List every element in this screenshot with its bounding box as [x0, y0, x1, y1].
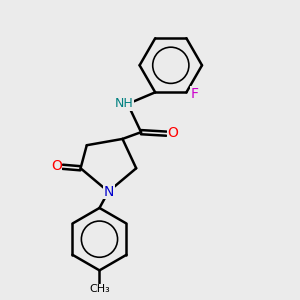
Text: N: N [104, 184, 114, 199]
Text: O: O [51, 159, 62, 173]
Text: N: N [104, 184, 114, 199]
Text: O: O [167, 126, 178, 140]
Text: CH₃: CH₃ [89, 284, 110, 294]
Text: F: F [191, 87, 199, 101]
Text: NH: NH [115, 97, 134, 110]
